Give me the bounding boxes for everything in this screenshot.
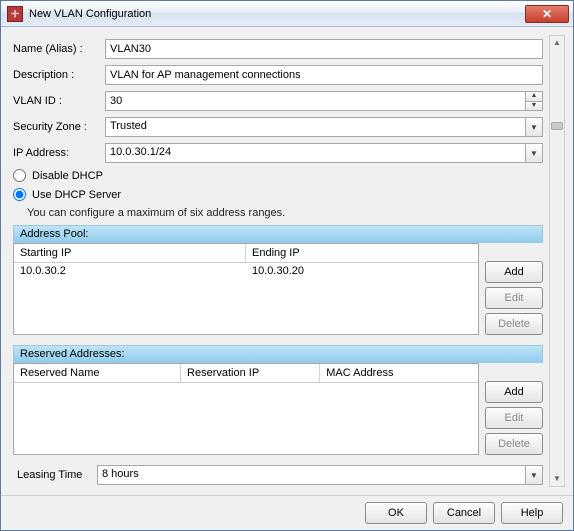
reserved-header: Reserved Addresses: bbox=[13, 345, 543, 363]
pool-add-button[interactable]: Add bbox=[485, 261, 543, 283]
cell-starting-ip: 10.0.30.2 bbox=[14, 263, 246, 279]
chevron-up-icon[interactable]: ▲ bbox=[526, 91, 543, 101]
dialog: New VLAN Configuration ✕ Name (Alias) : … bbox=[0, 0, 574, 531]
scroll-up-icon[interactable]: ▲ bbox=[550, 36, 564, 50]
app-icon bbox=[7, 6, 23, 22]
close-button[interactable]: ✕ bbox=[525, 5, 569, 23]
resv-edit-button[interactable]: Edit bbox=[485, 407, 543, 429]
address-pool-table: Starting IP Ending IP 10.0.30.210.0.30.2… bbox=[13, 243, 479, 335]
scroll-thumb[interactable] bbox=[551, 122, 563, 130]
vlan-id-label: VLAN ID : bbox=[13, 95, 105, 107]
chevron-down-icon[interactable]: ▼ bbox=[526, 465, 543, 485]
use-dhcp-server-radio[interactable] bbox=[13, 188, 26, 201]
security-zone-label: Security Zone : bbox=[13, 121, 105, 133]
use-dhcp-server-label: Use DHCP Server bbox=[32, 189, 121, 201]
reserved-table: Reserved Name Reservation IP MAC Address bbox=[13, 363, 479, 455]
description-label: Description : bbox=[13, 69, 105, 81]
resv-delete-button[interactable]: Delete bbox=[485, 433, 543, 455]
cell-ending-ip: 10.0.30.20 bbox=[246, 263, 478, 279]
col-reserved-name[interactable]: Reserved Name bbox=[14, 364, 181, 382]
name-label: Name (Alias) : bbox=[13, 43, 105, 55]
col-ending-ip[interactable]: Ending IP bbox=[246, 244, 478, 262]
name-input[interactable] bbox=[105, 39, 543, 59]
address-pool-header: Address Pool: bbox=[13, 225, 543, 243]
leasing-time-value: 8 hours bbox=[97, 465, 526, 485]
ip-address-label: IP Address: bbox=[13, 147, 105, 159]
col-reservation-ip[interactable]: Reservation IP bbox=[181, 364, 320, 382]
pool-delete-button[interactable]: Delete bbox=[485, 313, 543, 335]
dhcp-hint: You can configure a maximum of six addre… bbox=[27, 207, 543, 219]
pool-edit-button[interactable]: Edit bbox=[485, 287, 543, 309]
leasing-time-select[interactable]: 8 hours ▼ bbox=[97, 465, 543, 485]
col-starting-ip[interactable]: Starting IP bbox=[14, 244, 246, 262]
close-icon: ✕ bbox=[542, 7, 552, 21]
resv-add-button[interactable]: Add bbox=[485, 381, 543, 403]
content: Name (Alias) : Description : VLAN ID : ▲… bbox=[1, 27, 573, 495]
chevron-down-icon[interactable]: ▼ bbox=[526, 117, 543, 137]
chevron-down-icon[interactable]: ▼ bbox=[526, 101, 543, 111]
chevron-down-icon[interactable]: ▼ bbox=[526, 143, 543, 163]
disable-dhcp-radio[interactable] bbox=[13, 169, 26, 182]
help-button[interactable]: Help bbox=[501, 502, 563, 524]
disable-dhcp-label: Disable DHCP bbox=[32, 170, 103, 182]
vertical-scrollbar[interactable]: ▲ ▼ bbox=[549, 35, 565, 487]
col-mac-address[interactable]: MAC Address bbox=[320, 364, 478, 382]
window-title: New VLAN Configuration bbox=[29, 8, 151, 20]
leasing-time-label: Leasing Time bbox=[17, 469, 97, 481]
titlebar[interactable]: New VLAN Configuration ✕ bbox=[1, 1, 573, 27]
cancel-button[interactable]: Cancel bbox=[433, 502, 495, 524]
table-row[interactable]: 10.0.30.210.0.30.20 bbox=[14, 263, 478, 279]
dialog-footer: OK Cancel Help bbox=[1, 495, 573, 530]
ip-address-select[interactable]: 10.0.30.1/24 ▼ bbox=[105, 143, 543, 163]
security-zone-select[interactable]: Trusted ▼ bbox=[105, 117, 543, 137]
scroll-track[interactable] bbox=[550, 52, 564, 470]
ok-button[interactable]: OK bbox=[365, 502, 427, 524]
vlan-id-input[interactable] bbox=[105, 91, 526, 111]
ip-address-value: 10.0.30.1/24 bbox=[105, 143, 526, 163]
description-input[interactable] bbox=[105, 65, 543, 85]
security-zone-value: Trusted bbox=[105, 117, 526, 137]
vlan-id-spinner[interactable]: ▲ ▼ bbox=[526, 91, 543, 111]
scroll-down-icon[interactable]: ▼ bbox=[550, 472, 564, 486]
